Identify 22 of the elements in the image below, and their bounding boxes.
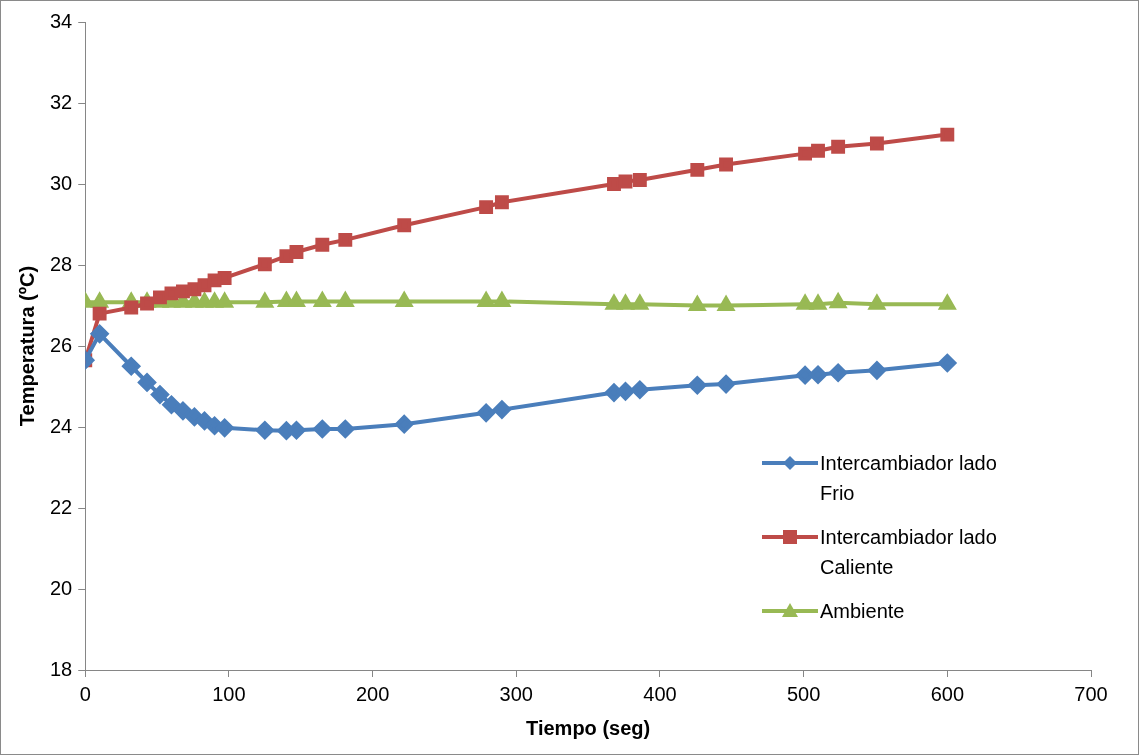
- y-tick-label: 30: [50, 171, 73, 194]
- y-tick-label: 24: [50, 414, 73, 437]
- y-tick-label: 26: [50, 333, 73, 356]
- x-tick-label: 400: [643, 682, 677, 705]
- y-tick-label: 34: [50, 9, 73, 32]
- x-tick-label: 100: [212, 682, 246, 705]
- legend-label: Ambiente: [820, 599, 905, 624]
- x-tick-label: 0: [79, 682, 91, 705]
- y-tick-label: 20: [50, 576, 73, 599]
- y-tick-label: 18: [50, 657, 73, 680]
- x-tick-label: 200: [355, 682, 390, 705]
- x-tick-label: 600: [930, 682, 965, 705]
- legend-label: Intercambiador lado Frio: [820, 451, 998, 506]
- x-tick-label: 300: [499, 682, 533, 705]
- y-tick-label: 22: [50, 495, 73, 518]
- y-axis-title: Temperatura (ºC): [15, 265, 38, 427]
- y-tick-label: 32: [50, 90, 73, 113]
- x-tick-label: 700: [1074, 682, 1108, 705]
- x-axis-title: Tiempo (seg): [526, 716, 651, 739]
- y-tick-label: 28: [50, 252, 73, 275]
- legend-label: Intercambiador lado Caliente: [820, 525, 998, 580]
- x-tick-label: 500: [786, 682, 821, 705]
